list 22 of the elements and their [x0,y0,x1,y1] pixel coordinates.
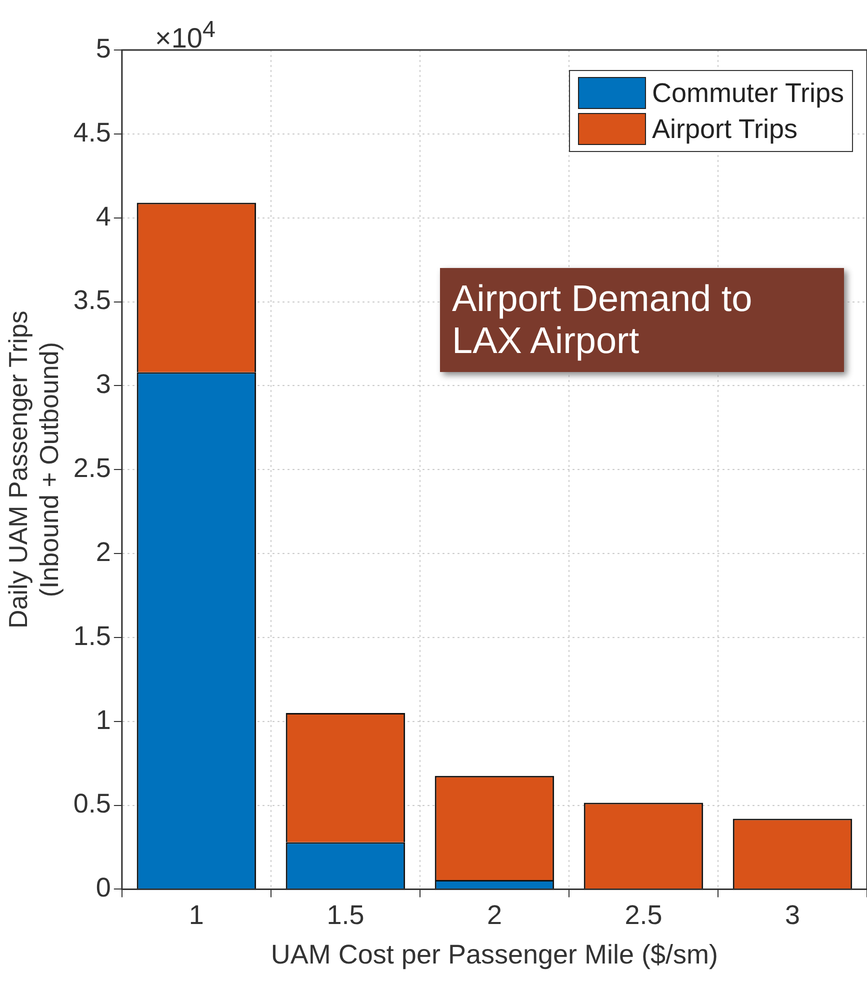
x-axis-title: UAM Cost per Passenger Mile ($/sm) [270,939,718,970]
y-tick-label: 5 [96,33,111,64]
y-tick-label: 2.5 [73,453,111,484]
y-tick-label: 1.5 [73,620,111,651]
x-tick-label: 2 [486,900,502,930]
y-axis-title: Daily UAM Passenger Trips (Inbound + Outbound) [2,310,64,629]
x-tick-label: 1 [188,900,204,930]
legend-label: Airport Trips [652,113,798,146]
y-tick-label: 4 [96,201,111,232]
y-tick-label: 2 [96,536,111,567]
x-tick-label: 1.5 [326,900,364,930]
y-tick-label: 3.5 [73,285,111,316]
annotation: ×10$^{4}$ [155,16,216,54]
x-tick-label: 3 [784,900,800,930]
legend-label: Commuter Trips [652,77,844,110]
x-tick-label: 2.5 [624,900,662,930]
y-tick-label: 4.5 [73,117,111,148]
y-tick-label: 0 [96,872,111,903]
y-tick-label: 0.5 [73,788,111,819]
y-tick-label: 3 [96,369,111,400]
annotation: Airport Demand to LAX Airport [440,268,844,372]
y-tick-label: 1 [96,704,111,735]
